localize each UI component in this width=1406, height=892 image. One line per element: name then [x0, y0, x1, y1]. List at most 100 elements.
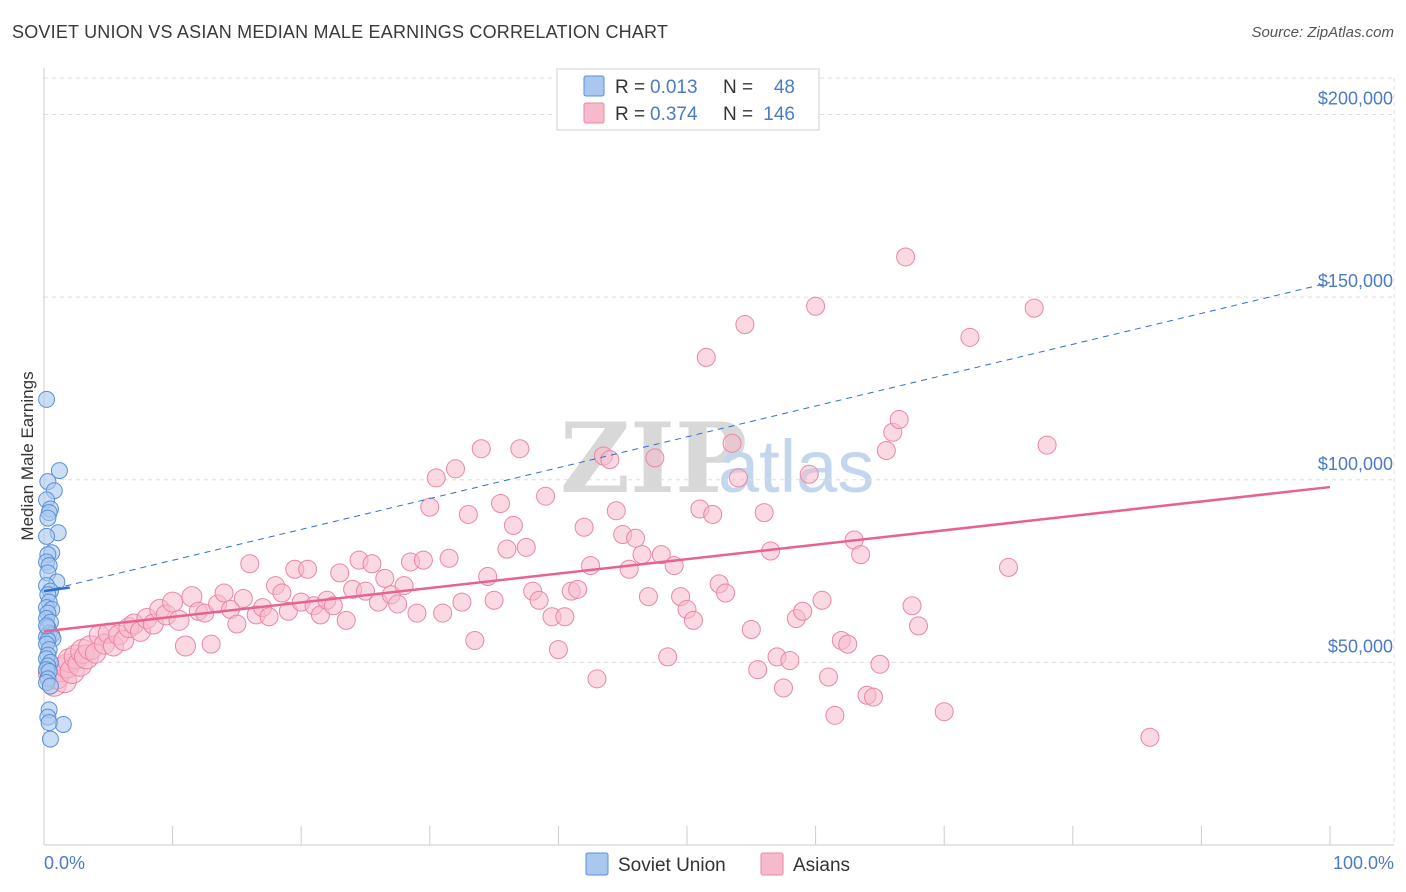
asians-point [658, 647, 678, 667]
soviet-union-trend-line [43, 586, 70, 593]
asians-point [503, 515, 523, 535]
soviet-union-point [38, 390, 56, 408]
asians-point [413, 550, 433, 570]
asians-point [330, 563, 350, 583]
asians-point [516, 537, 536, 557]
soviet-union-point [54, 715, 72, 733]
source-label: Source: ZipAtlas.com [1251, 24, 1394, 41]
legend-r-label-1: R = [615, 77, 645, 98]
bottom-legend-asians: Asians [793, 855, 850, 876]
asians-point [908, 616, 928, 636]
asians-point [638, 587, 658, 607]
asians-point [703, 504, 723, 524]
asians-point [780, 651, 800, 671]
asians-point [606, 501, 626, 521]
y-tick-labels: $50,000 $100,000 $150,000 $200,000 [1318, 89, 1393, 657]
asians-point [375, 568, 395, 588]
asians-point [491, 494, 511, 514]
series-legend: Soviet Union Asians [585, 852, 850, 876]
asians-point [799, 464, 819, 484]
asians-point [626, 528, 646, 548]
legend-swatch-soviet [583, 75, 605, 97]
asians-point [227, 614, 247, 634]
watermark: ZIP atlas [560, 402, 874, 515]
asians-point [407, 603, 427, 623]
correlation-legend: R = 0.013 N = 48 R = 0.374 N = 146 [556, 68, 820, 131]
asians-point [960, 327, 980, 347]
bottom-swatch-soviet [585, 852, 609, 876]
y-tick-label: $50,000 [1328, 636, 1393, 656]
asians-point [465, 630, 485, 650]
asians-point [1140, 727, 1160, 747]
asians-point [233, 588, 253, 608]
asians-point [812, 590, 832, 610]
asians-point [548, 640, 568, 660]
bottom-swatch-asians [760, 852, 784, 876]
y-tick-label: $200,000 [1318, 89, 1393, 109]
asians-point [240, 554, 260, 574]
asians-point [632, 545, 652, 565]
legend-r-value-2: 0.374 [650, 104, 698, 125]
asians-point [388, 594, 408, 614]
soviet-union-trend-extension [43, 282, 1331, 592]
asians-point [825, 705, 845, 725]
legend-n-value-1: 48 [774, 77, 795, 98]
asians-point [174, 635, 196, 657]
asians-point [645, 448, 665, 468]
asians-point [162, 591, 184, 613]
bottom-legend-soviet: Soviet Union [618, 855, 726, 876]
asians-point [806, 296, 826, 316]
asians-point [754, 503, 774, 523]
asians-trend-line [43, 485, 1331, 633]
asians-point [420, 497, 440, 517]
asians-point [600, 450, 620, 470]
watermark-atlas: atlas [718, 425, 874, 508]
asians-point [536, 486, 556, 506]
asians-point [889, 409, 909, 429]
asians-point [426, 468, 446, 488]
x-tick-label-min: 0.0% [44, 853, 85, 873]
asians-point [683, 610, 703, 630]
asians-point [728, 468, 748, 488]
x-tick-label-max: 100.0% [1333, 853, 1394, 873]
legend-r-label-2: R = [615, 104, 645, 125]
asians-point [735, 315, 755, 335]
asians-point [336, 610, 356, 630]
asians-point [1037, 435, 1057, 455]
asians-point [793, 601, 813, 621]
y-tick-label: $150,000 [1318, 271, 1393, 291]
asians-point [278, 601, 298, 621]
legend-swatch-asians [583, 102, 605, 124]
asians-point [458, 504, 478, 524]
asians-point [722, 433, 742, 453]
y-axis-title: Median Male Earnings [18, 371, 37, 540]
soviet-union-point [50, 462, 68, 480]
asians-point [439, 548, 459, 568]
asians-point [863, 687, 883, 707]
asians-point [870, 654, 890, 674]
asians-point [298, 559, 318, 579]
chart-title: SOVIET UNION VS ASIAN MEDIAN MALE EARNIN… [12, 22, 669, 42]
asians-point [773, 678, 793, 698]
asians-point [201, 634, 221, 654]
asians-point [716, 583, 736, 603]
asians-point [497, 539, 517, 559]
asians-point [851, 545, 871, 565]
asians-point [619, 559, 639, 579]
asians-point [362, 554, 382, 574]
trend-lines [43, 282, 1331, 633]
y-tick-label: $100,000 [1318, 454, 1393, 474]
asians-point [446, 459, 466, 479]
asians-point [452, 592, 472, 612]
asians-point [568, 579, 588, 599]
asians-point [555, 607, 575, 627]
asians-point [529, 590, 549, 610]
asians-point [934, 702, 954, 722]
asians-point [818, 667, 838, 687]
asians-point [1024, 298, 1044, 318]
asians-point [214, 583, 234, 603]
asians-point [574, 517, 594, 537]
legend-n-value-2: 146 [763, 104, 795, 125]
legend-n-label-1: N = [723, 77, 753, 98]
